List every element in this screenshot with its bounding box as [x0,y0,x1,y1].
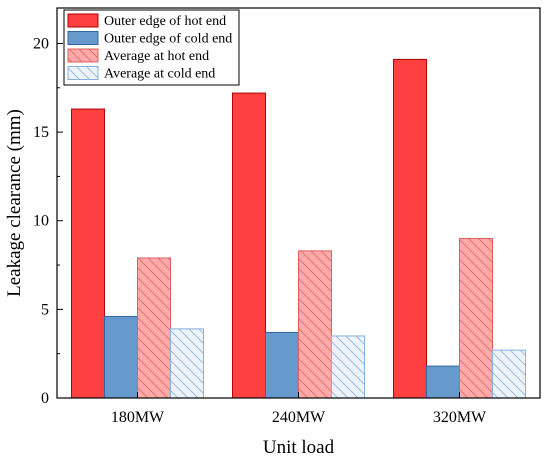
x-tick-label: 320MW [433,409,487,426]
y-tick-label: 20 [33,35,49,52]
x-axis: 180MW 240MW 320MW [111,392,487,426]
legend-label: Outer edge of cold end [104,32,232,47]
y-axis: 0 5 10 15 20 [33,35,63,407]
bar-series-3-240mw [331,335,365,399]
legend-label: Outer edge of hot end [104,14,226,29]
bar-series-2-180mw [137,257,171,399]
bar-series-1-240mw [265,331,299,399]
legend-item-average-cold-end: Average at cold end [67,66,215,82]
bar-series-0-180mw [71,108,105,399]
y-axis-title: Leakage clearance (mm) [4,109,25,297]
bar-series-3-320mw [492,349,526,399]
legend-swatch [67,31,99,45]
legend-swatch [67,48,99,63]
y-tick-label: 15 [33,124,49,141]
bar-series-1-180mw [104,315,138,399]
legend-swatch [67,13,99,28]
bar-series-3-180mw [170,328,204,399]
y-tick-label: 0 [41,390,49,407]
legend-item-outer-edge-hot-end: Outer edge of hot end [67,13,226,29]
legend-label: Average at cold end [104,67,215,82]
bar-series-0-320mw [393,58,427,399]
bar-series-0-240mw [232,92,266,399]
bar-series-1-320mw [426,365,460,399]
legend-swatch [67,66,99,80]
bar-series-2-320mw [459,237,493,399]
bar-series-2-240mw [298,250,332,399]
legend-item-outer-edge-cold-end: Outer edge of cold end [67,31,232,47]
y-tick-label: 10 [33,213,49,230]
legend-label: Average at hot end [104,49,209,64]
x-tick-label: 180MW [111,409,165,426]
legend: Outer edge of hot end Outer edge of cold… [63,9,240,86]
bars-layer [71,58,526,399]
x-tick-label: 240MW [272,409,326,426]
y-tick-label: 5 [41,301,49,318]
legend-item-average-hot-end: Average at hot end [67,48,209,64]
x-axis-title: Unit load [263,437,335,458]
